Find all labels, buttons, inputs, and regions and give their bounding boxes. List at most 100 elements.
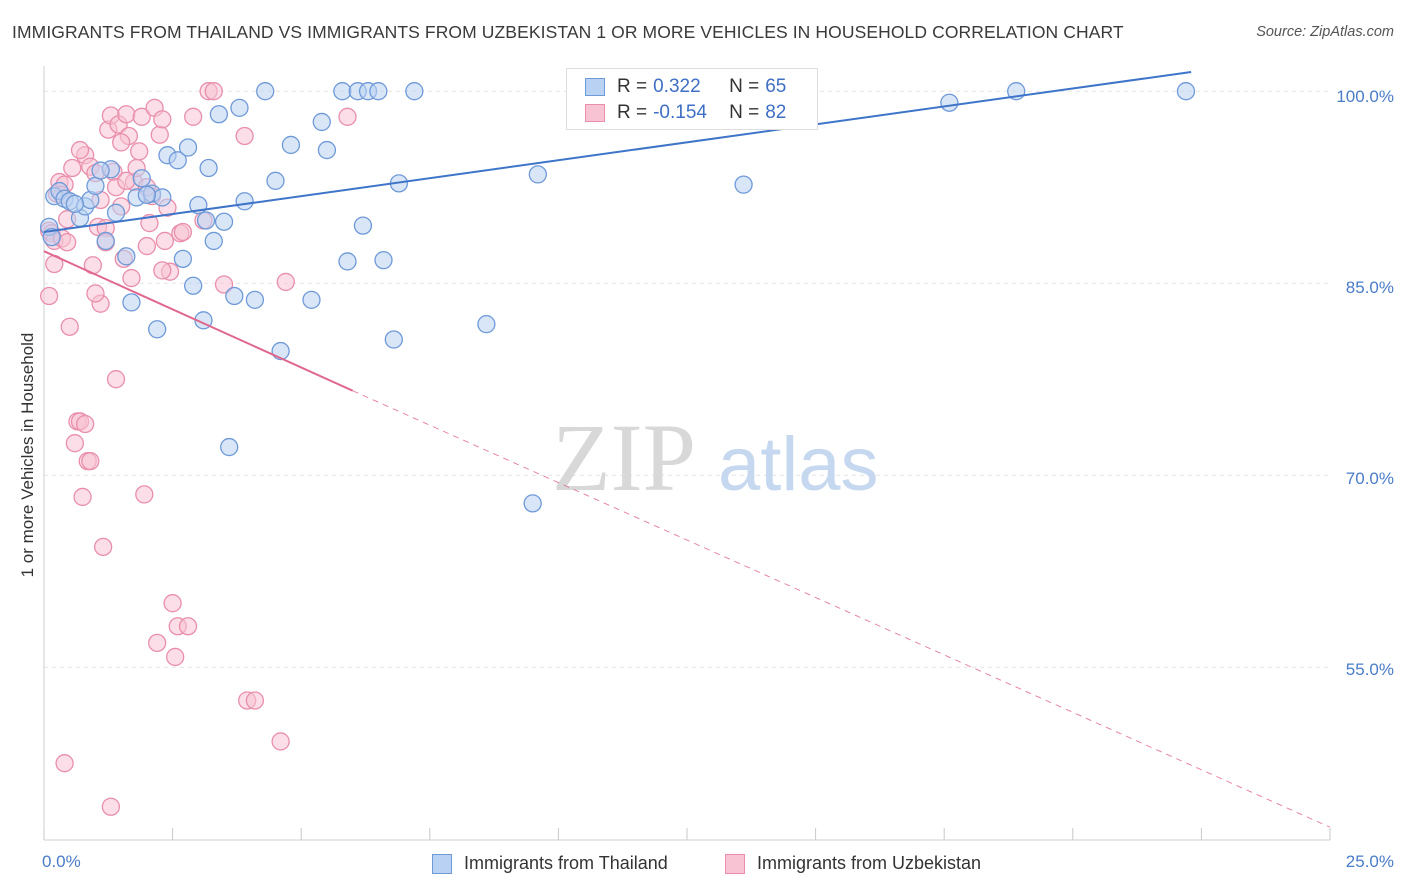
data-point-uzbekistan (271, 732, 290, 751)
data-point-thailand (153, 188, 172, 207)
data-point-uzbekistan (101, 797, 121, 816)
data-point-thailand (281, 135, 301, 155)
legend-swatch-uzbekistan (585, 104, 605, 122)
data-point-uzbekistan (155, 231, 175, 251)
data-point-thailand (209, 105, 229, 124)
legend-label-uzbekistan: Immigrants from Uzbekistan (757, 853, 982, 873)
data-point-thailand (374, 251, 393, 270)
data-point-uzbekistan (166, 647, 185, 667)
data-point-thailand (734, 175, 753, 194)
data-point-thailand (132, 169, 151, 188)
trend-line-uzbekistan (43, 250, 354, 392)
data-point-thailand (225, 286, 244, 306)
legend-row-uzbekistan: R = -0.154 N = 82 (585, 102, 786, 124)
series-legend: Immigrants from Thailand Immigrants from… (0, 853, 1406, 877)
data-point-uzbekistan (60, 317, 79, 336)
axes (43, 66, 1331, 841)
legend-item-uzbekistan[interactable]: Immigrants from Uzbekistan (725, 853, 981, 874)
trend-line-thailand (43, 71, 1192, 233)
n-value-thailand: 65 (765, 76, 787, 97)
data-point-thailand (312, 112, 331, 132)
data-point-uzbekistan (65, 434, 85, 453)
data-point-uzbekistan (153, 110, 172, 129)
data-point-thailand (220, 437, 239, 457)
r-label: R = (617, 102, 648, 123)
y-tick-label-85: 85.0% (1345, 278, 1394, 297)
grid-lines (44, 90, 1330, 668)
data-point-thailand (137, 185, 157, 205)
watermark: ZIP atlas (552, 404, 879, 511)
data-point-uzbekistan (122, 268, 141, 288)
data-point-uzbekistan (73, 487, 92, 507)
legend-row-thailand: R = 0.322 N = 65 (585, 76, 786, 98)
legend-swatch-thailand (585, 78, 605, 96)
data-point-uzbekistan (163, 594, 182, 613)
x-tick-label-min: 0.0% (42, 852, 81, 871)
n-label: N = (729, 102, 760, 123)
data-point-thailand (199, 158, 218, 178)
data-point-thailand (65, 194, 85, 213)
data-point-thailand (523, 494, 542, 513)
trend-line-uzbekistan-extrapolated (352, 390, 1331, 828)
data-point-thailand (405, 82, 424, 101)
chart-source: Source: ZipAtlas.com (1256, 24, 1394, 40)
data-point-uzbekistan (63, 158, 82, 178)
data-point-uzbekistan (276, 272, 295, 292)
data-point-uzbekistan (137, 236, 157, 256)
data-point-uzbekistan (214, 275, 234, 294)
data-point-uzbekistan (235, 126, 254, 146)
r-label: R = (617, 76, 648, 97)
data-point-thailand (96, 231, 115, 251)
data-point-uzbekistan (86, 284, 105, 303)
data-point-thailand (204, 231, 223, 251)
r-value-thailand: 0.322 (653, 76, 701, 97)
data-point-thailand (245, 290, 265, 309)
data-point-thailand (148, 320, 167, 339)
data-point-uzbekistan (204, 82, 223, 101)
data-point-thailand (235, 192, 254, 211)
data-point-uzbekistan (57, 233, 77, 252)
data-point-uzbekistan (81, 451, 100, 471)
data-point-thailand (178, 138, 198, 157)
data-point-thailand (302, 290, 321, 309)
data-point-thailand (384, 330, 403, 349)
correlation-legend: R = 0.322 N = 65 R = -0.154 N = 82 (566, 68, 818, 130)
data-point-thailand (369, 82, 388, 101)
data-point-uzbekistan (135, 485, 154, 504)
legend-swatch-thailand (432, 853, 452, 874)
data-point-thailand (230, 98, 249, 117)
data-point-thailand (117, 247, 136, 266)
trend-lines (43, 71, 1331, 828)
data-point-thailand (353, 216, 373, 235)
data-point-thailand (91, 161, 110, 180)
data-point-thailand (271, 341, 290, 361)
legend-label-thailand: Immigrants from Thailand (464, 853, 668, 873)
data-point-uzbekistan (117, 105, 136, 124)
data-point-thailand (528, 165, 547, 184)
data-point-thailand (42, 227, 61, 247)
r-value-uzbekistan: -0.154 (653, 102, 707, 123)
n-value-uzbekistan: 82 (765, 102, 787, 123)
data-point-uzbekistan (150, 125, 169, 144)
data-point-thailand (1176, 82, 1196, 101)
data-point-thailand (106, 203, 126, 222)
x-tick-label-max: 25.0% (1345, 852, 1394, 871)
data-point-uzbekistan (130, 142, 149, 161)
series-thailand (39, 82, 1196, 513)
data-point-thailand (122, 293, 141, 312)
legend-item-thailand[interactable]: Immigrants from Thailand (432, 853, 668, 874)
data-point-uzbekistan (112, 133, 131, 152)
data-point-thailand (338, 252, 357, 271)
data-point-uzbekistan (184, 107, 203, 126)
data-point-uzbekistan (70, 140, 90, 160)
n-label: N = (729, 76, 760, 97)
data-point-uzbekistan (76, 414, 95, 434)
data-point-uzbekistan (94, 537, 113, 557)
data-point-thailand (477, 315, 496, 334)
data-point-thailand (184, 276, 203, 295)
data-point-uzbekistan (55, 754, 74, 773)
y-tick-label-55: 55.0% (1345, 660, 1394, 679)
data-point-thailand (168, 151, 187, 170)
data-point-uzbekistan (39, 286, 59, 306)
